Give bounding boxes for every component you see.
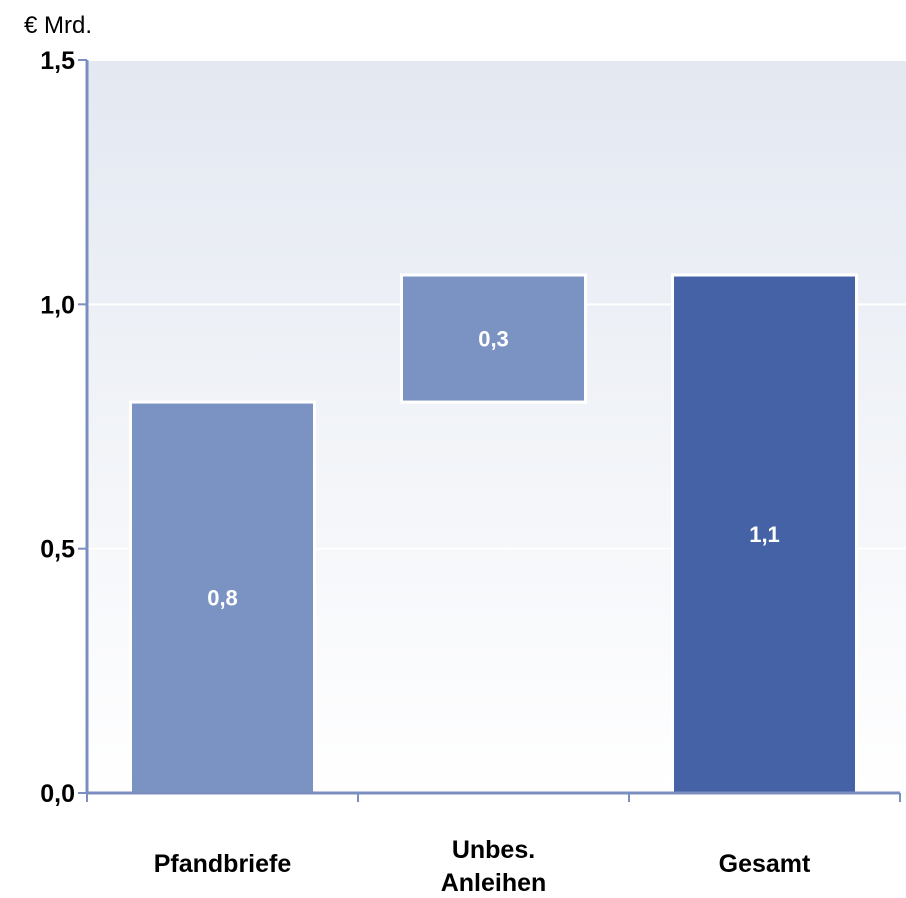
x-category-label: Gesamt xyxy=(719,850,811,878)
data-label: 0,3 xyxy=(478,327,509,352)
x-category-label: Anleihen xyxy=(441,869,547,897)
y-tick-label: 1,5 xyxy=(40,47,75,75)
data-label: 1,1 xyxy=(749,522,780,547)
data-label: 0,8 xyxy=(207,586,238,611)
x-category-label: Unbes. xyxy=(452,836,535,864)
y-tick-label: 0,0 xyxy=(40,780,75,808)
x-category-label: Pfandbriefe xyxy=(154,850,292,878)
y-tick-label: 1,0 xyxy=(40,291,75,319)
bar-1 xyxy=(400,273,587,404)
bars xyxy=(129,273,858,795)
y-unit-label: € Mrd. xyxy=(24,12,92,39)
labels: 0,0 0,5 1,0 1,5 0,8 0,3 1,1 Pfandbriefe Unbes. An… xyxy=(40,47,811,897)
bar-2 xyxy=(671,273,858,795)
y-tick-label: 0,5 xyxy=(40,536,75,564)
axes xyxy=(78,59,901,802)
